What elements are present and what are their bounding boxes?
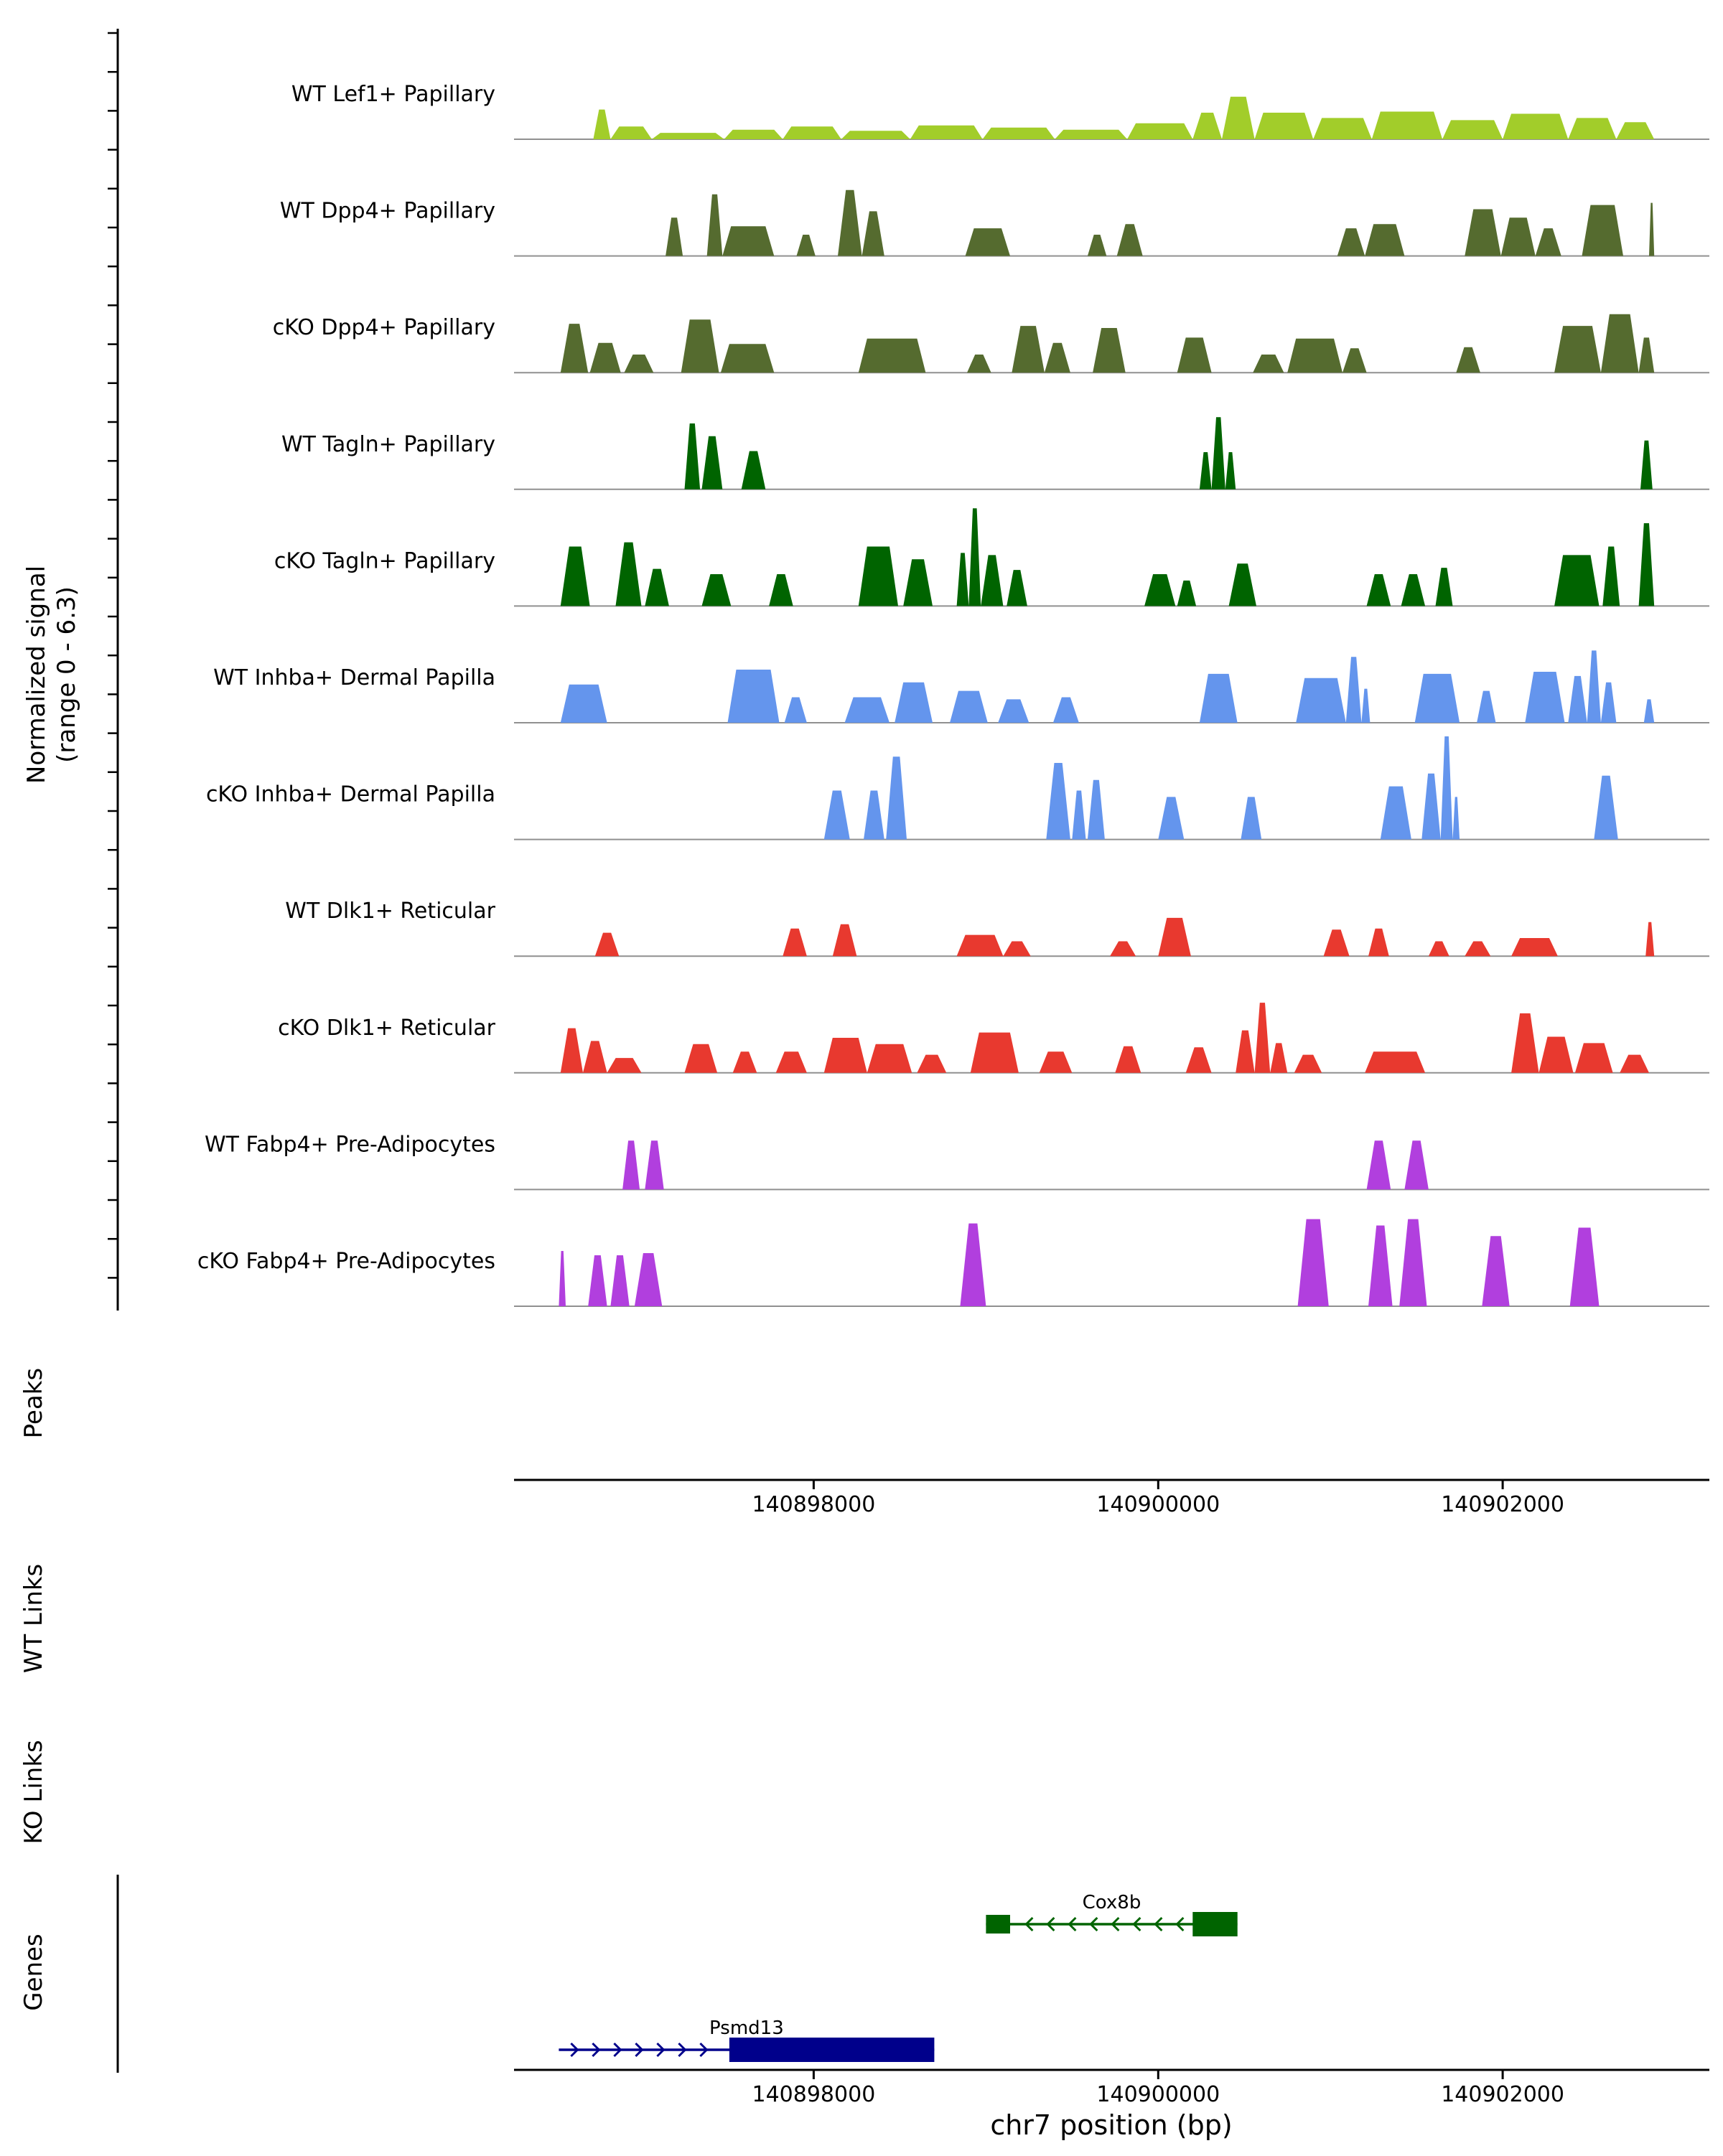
- track-label: cKO Inhba+ Dermal Papilla: [206, 782, 495, 807]
- signal-track: WT Fabp4+ Pre-Adipocytes: [205, 1132, 1709, 1191]
- strand-arrow: [656, 2042, 666, 2058]
- gene-exon: [1192, 1912, 1238, 1936]
- section-label-wt-links: WT Links: [19, 1564, 48, 1674]
- section-label-ko-links: KO Links: [19, 1740, 48, 1844]
- strand-arrow: [635, 2042, 644, 2058]
- strand-arrow: [699, 2042, 709, 2058]
- strand-arrow: [592, 2042, 601, 2058]
- track-label: cKO Tagln+ Papillary: [274, 548, 495, 573]
- strand-arrow: [1089, 1916, 1098, 1932]
- signal-track: WT Inhba+ Dermal Papilla: [213, 650, 1709, 723]
- signal-track: cKO Tagln+ Papillary: [274, 508, 1709, 607]
- signal-track: cKO Inhba+ Dermal Papilla: [206, 736, 1709, 840]
- strand-arrow: [1132, 1916, 1141, 1932]
- axis-tick-label: 140898000: [752, 1492, 876, 1517]
- axis-tick-label: 140900000: [1096, 1492, 1220, 1517]
- axis-tick-label: 140898000: [752, 2082, 876, 2107]
- track-label: WT Dlk1+ Reticular: [285, 899, 495, 924]
- track-label: cKO Fabp4+ Pre-Adipocytes: [197, 1249, 495, 1274]
- axis-tick-label: 140902000: [1441, 2082, 1564, 2107]
- strand-arrow: [1068, 1916, 1077, 1932]
- gene-model: Cox8b: [986, 1892, 1238, 1936]
- strand-arrow: [570, 2042, 579, 2058]
- track-label: cKO Dlk1+ Reticular: [278, 1016, 496, 1041]
- signal-track: cKO Fabp4+ Pre-Adipocytes: [197, 1219, 1709, 1307]
- track-label: WT Dpp4+ Papillary: [280, 199, 495, 224]
- track-label: cKO Dpp4+ Papillary: [273, 315, 495, 340]
- gene-exon: [986, 1915, 1010, 1934]
- axis-tick-label: 140900000: [1096, 2082, 1220, 2107]
- genomic-axis: 140898000 140900000 140902000: [514, 1478, 1709, 1517]
- strand-arrow: [678, 2042, 687, 2058]
- signal-track: cKO Dpp4+ Papillary: [273, 314, 1709, 374]
- signal-track: cKO Dlk1+ Reticular: [278, 1003, 1709, 1074]
- coverage-signal: [823, 736, 1618, 840]
- coverage-signal: [684, 417, 1653, 489]
- gene-label: Cox8b: [1083, 1892, 1141, 1913]
- coverage-signal: [594, 917, 1655, 957]
- gene-model: Psmd13: [559, 2017, 935, 2062]
- signal-y-axis: [108, 29, 119, 1311]
- coverage-signal: [560, 508, 1655, 606]
- generated-layers: WT Lef1+ Papillary WT Dpp4+ Papillary cKO …: [108, 29, 1709, 2107]
- track-label: WT Lef1+ Papillary: [291, 82, 495, 107]
- y-axis-label-line2: (range 0 - 6.3): [52, 586, 81, 763]
- strand-arrow: [1024, 1916, 1034, 1932]
- coverage-signal: [560, 314, 1655, 373]
- track-label: WT Inhba+ Dermal Papilla: [213, 665, 495, 690]
- coverage-signal: [560, 1003, 1649, 1073]
- axis-tick-label: 140902000: [1441, 1492, 1564, 1517]
- signal-track: WT Dlk1+ Reticular: [285, 899, 1709, 957]
- section-label-peaks: Peaks: [19, 1368, 48, 1438]
- section-label-genes: Genes: [19, 1934, 48, 2010]
- strand-arrow: [613, 2042, 622, 2058]
- coverage-signal: [593, 96, 1655, 139]
- track-label: WT Tagln+ Papillary: [281, 432, 495, 457]
- strand-arrow: [1111, 1916, 1120, 1932]
- coverage-signal: [560, 650, 1655, 723]
- y-axis-label-line1: Normalized signal: [22, 566, 51, 784]
- gene-exon: [729, 2038, 935, 2062]
- signal-track: WT Lef1+ Papillary: [291, 82, 1709, 140]
- x-axis-title: chr7 position (bp): [990, 2109, 1232, 2141]
- gene-label: Psmd13: [709, 2017, 784, 2039]
- strand-arrow: [1046, 1916, 1055, 1932]
- coverage-signal: [666, 189, 1655, 256]
- strand-arrow: [1175, 1916, 1185, 1932]
- coverage-signal: [559, 1219, 1600, 1306]
- signal-track: WT Tagln+ Papillary: [281, 417, 1709, 490]
- coverage-signal: [622, 1140, 1429, 1190]
- genomic-axis: 140898000 140900000 140902000: [514, 2068, 1709, 2107]
- signal-track: WT Dpp4+ Papillary: [280, 189, 1709, 257]
- strand-arrow: [1154, 1916, 1163, 1932]
- track-label: WT Fabp4+ Pre-Adipocytes: [205, 1132, 495, 1157]
